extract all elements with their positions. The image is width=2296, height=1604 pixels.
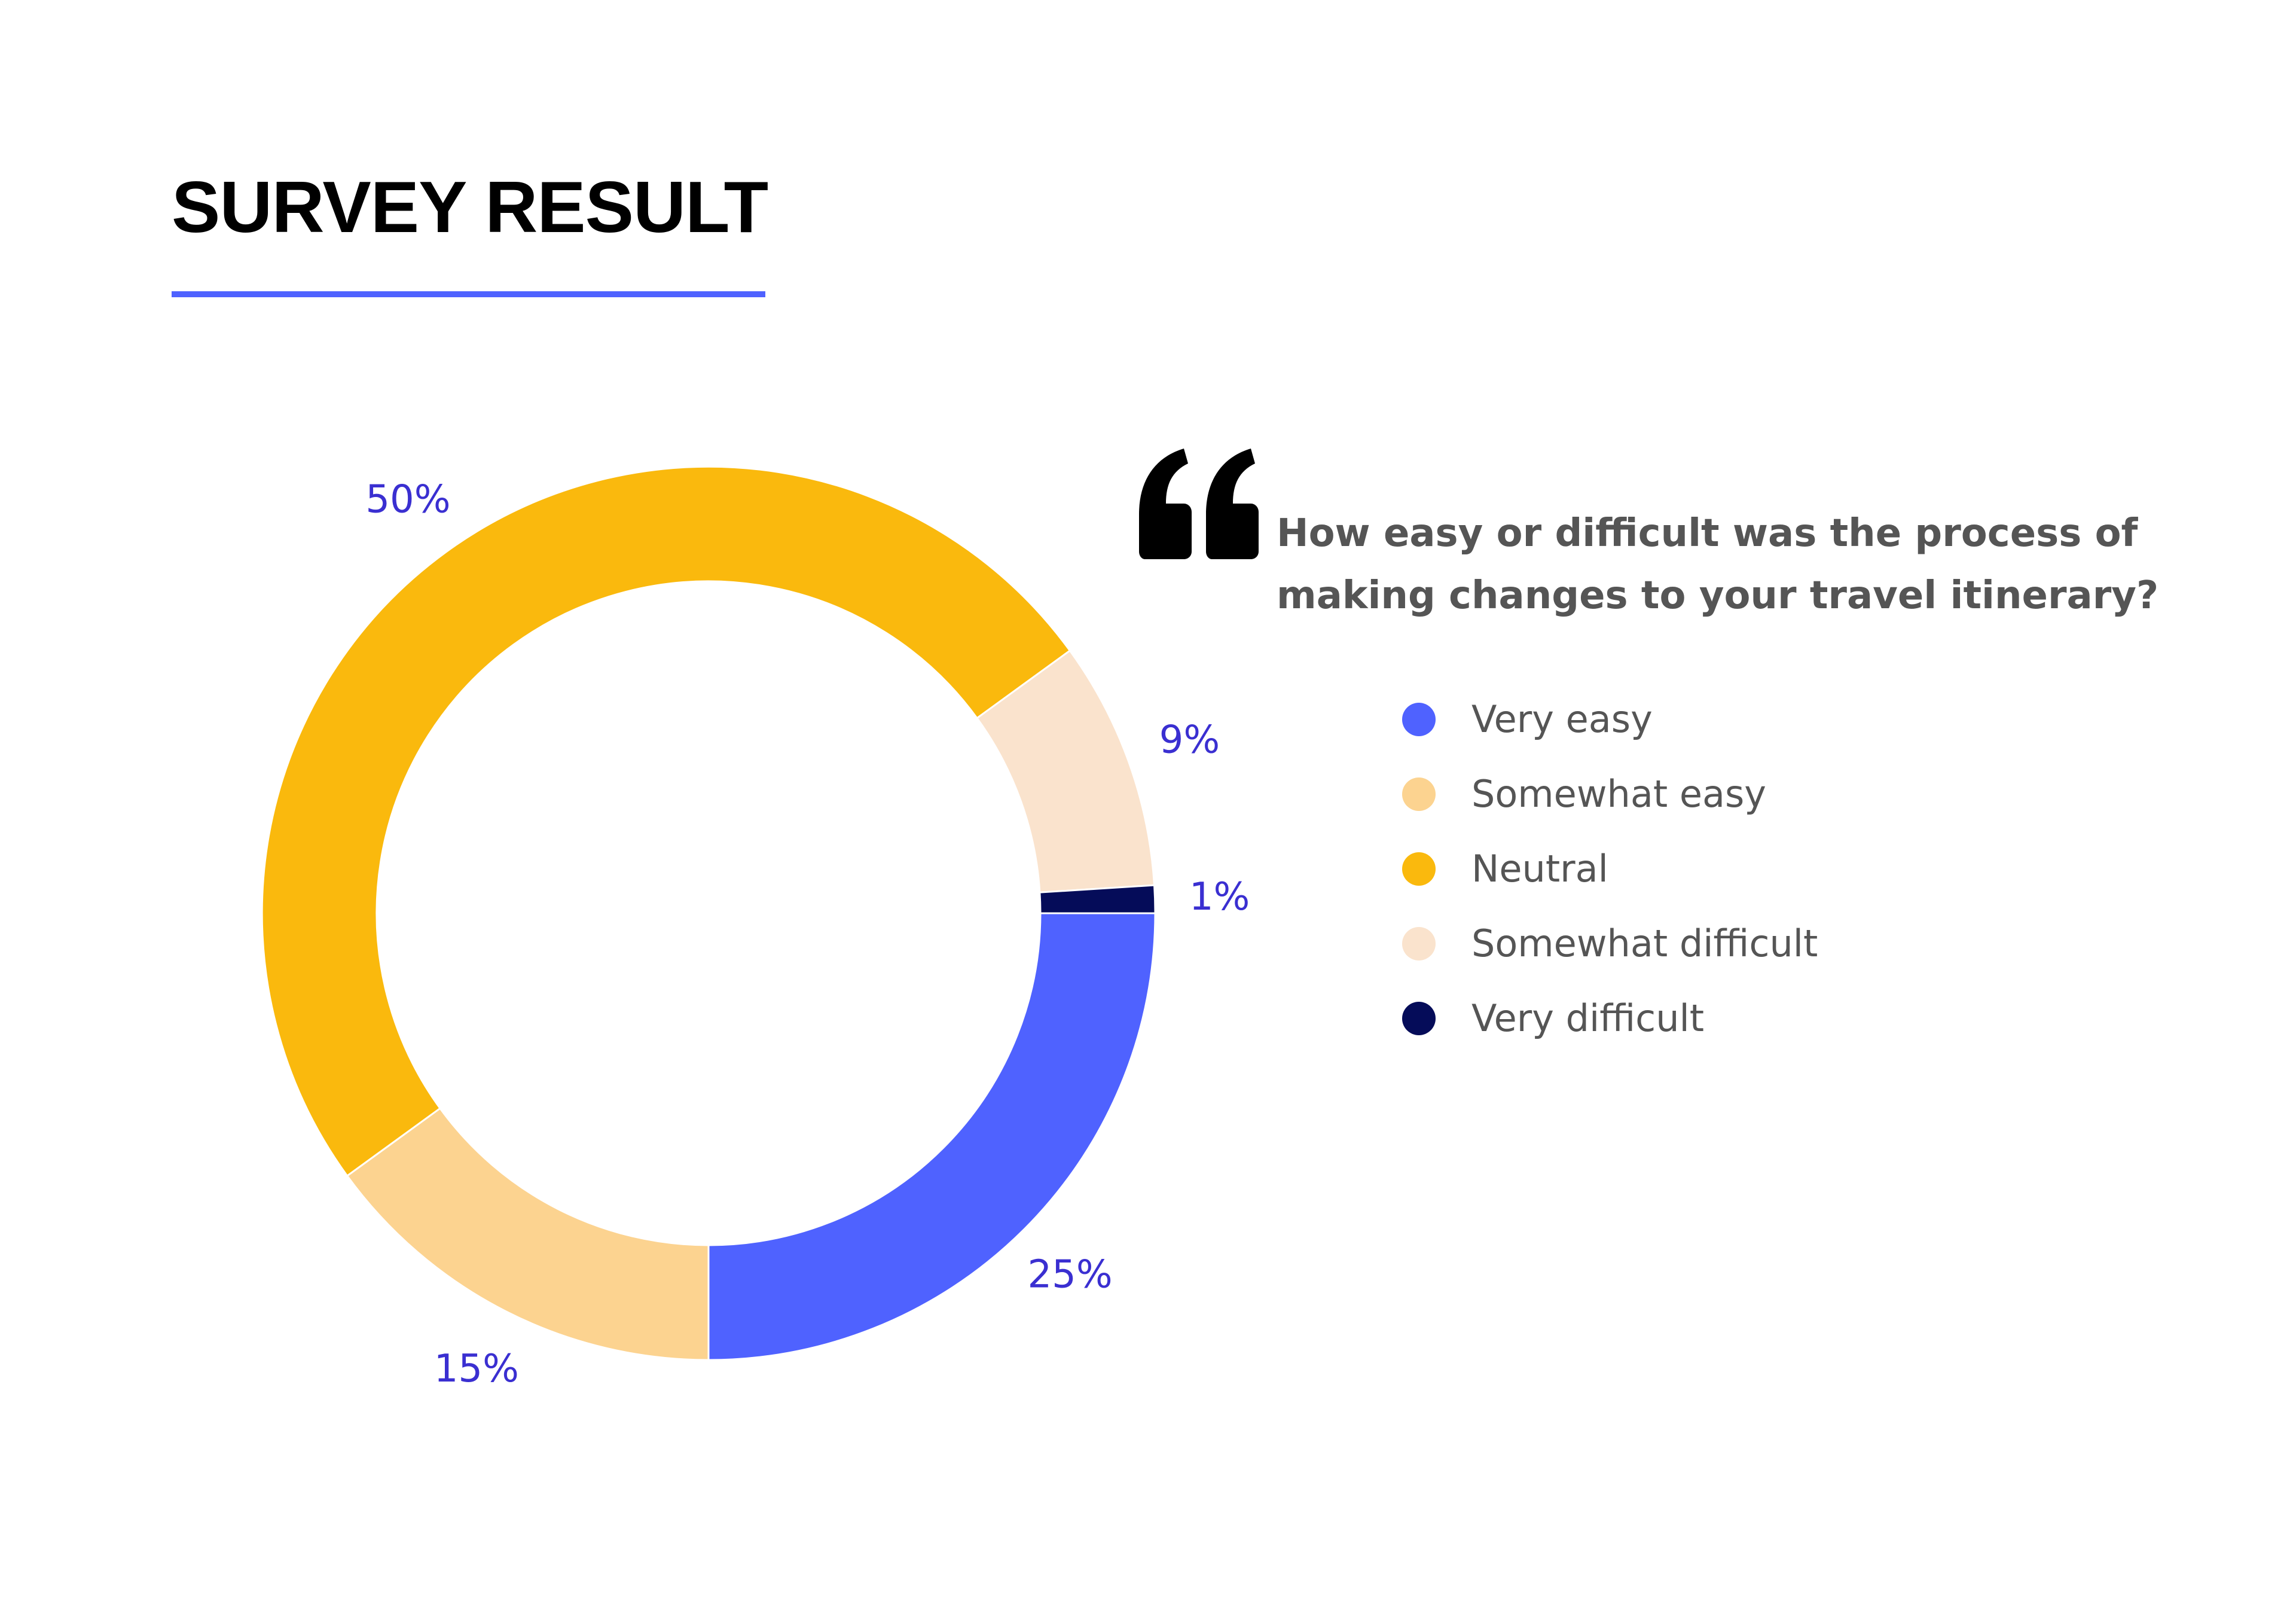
- legend-label: Somewhat easy: [1471, 772, 1766, 816]
- data-label-very-difficult: 1%: [1189, 875, 1250, 919]
- data-label-very-easy: 25%: [1027, 1253, 1112, 1297]
- legend-swatch: [1402, 1001, 1436, 1035]
- legend-item-somewhat-difficult: Somewhat difficult: [1402, 906, 1818, 981]
- double-quote-icon: [1139, 449, 1259, 559]
- legend-swatch: [1402, 852, 1436, 886]
- legend-swatch: [1402, 926, 1436, 960]
- legend-label: Somewhat difficult: [1471, 922, 1818, 965]
- legend-label: Very difficult: [1471, 996, 1705, 1040]
- legend-item-neutral: Neutral: [1402, 831, 1818, 906]
- legend-swatch: [1402, 777, 1436, 811]
- donut-slices: [261, 465, 1156, 1361]
- page-title: SURVEY RESULT: [172, 166, 768, 248]
- donut-slice-somewhat-easy: [346, 1107, 710, 1361]
- legend-swatch: [1402, 702, 1436, 736]
- legend-item-very-easy: Very easy: [1402, 682, 1818, 757]
- donut-slice-very-difficult: [1039, 884, 1156, 914]
- legend-label: Neutral: [1471, 847, 1608, 891]
- chart-legend: Very easy Somewhat easy Neutral Somewhat…: [1402, 682, 1818, 1056]
- donut-slice-very-easy: [707, 912, 1156, 1361]
- legend-item-somewhat-easy: Somewhat easy: [1402, 757, 1818, 831]
- data-label-somewhat-easy: 15%: [434, 1347, 519, 1391]
- legend-label: Very easy: [1471, 697, 1653, 741]
- survey-question: How easy or difficult was the process of…: [1277, 511, 2159, 618]
- title-underline: [172, 291, 765, 297]
- slice-labels: 25% 15% 50% 9% 1%: [365, 477, 1250, 1391]
- data-label-somewhat-difficult: 9%: [1159, 718, 1220, 762]
- data-label-neutral: 50%: [365, 477, 450, 522]
- legend-item-very-difficult: Very difficult: [1402, 981, 1818, 1056]
- donut-slice-neutral: [261, 465, 1071, 1178]
